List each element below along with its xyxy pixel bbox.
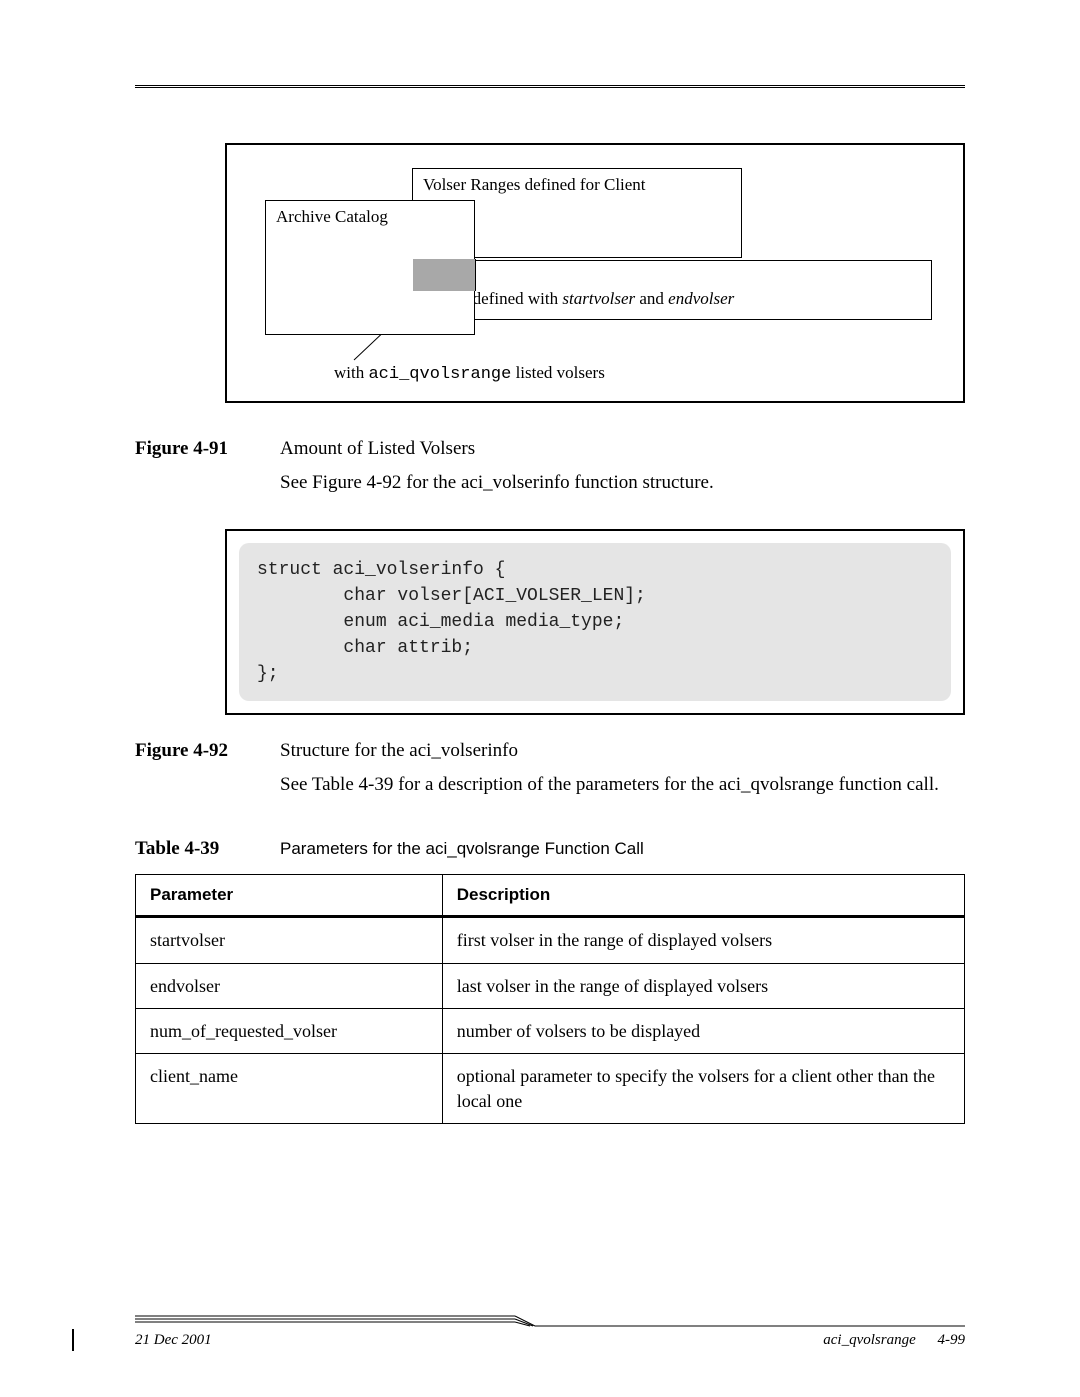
cell-parameter: num_of_requested_volser (136, 1009, 443, 1054)
box-range-defined: Range defined with startvolser and endvo… (402, 260, 932, 320)
cell-parameter: client_name (136, 1054, 443, 1124)
figure-91-diagram: Volser Ranges defined for Client Archive… (225, 143, 965, 403)
table-39-label: Table 4-39 (135, 838, 250, 860)
range-term-endvolser: endvolser (668, 289, 734, 308)
figure-92-code-frame: struct aci_volserinfo { char volser[ACI_… (225, 529, 965, 715)
top-rule (135, 85, 965, 88)
footer-page: 4-99 (938, 1332, 966, 1348)
footer-rule (135, 1314, 965, 1328)
table-row: client_name optional parameter to specif… (136, 1054, 965, 1124)
listed-volsers-label: with aci_qvolsrange listed volsers (334, 363, 605, 384)
cell-description: last volser in the range of displayed vo… (442, 963, 964, 1008)
figure-91-caption: Figure 4-91 Amount of Listed Volsers (135, 438, 965, 460)
range-term-startvolser: startvolser (562, 289, 635, 308)
table-row: startvolser first volser in the range of… (136, 917, 965, 963)
table-row: num_of_requested_volser number of volser… (136, 1009, 965, 1054)
table-row: endvolser last volser in the range of di… (136, 963, 965, 1008)
col-description: Description (442, 875, 964, 917)
figure-91-body: See Figure 4-92 for the aci_volserinfo f… (280, 472, 965, 494)
figure-92-body: See Table 4-39 for a description of the … (280, 774, 965, 796)
box-archive-catalog-label: Archive Catalog (276, 207, 388, 226)
table-39-caption: Table 4-39 Parameters for the aci_qvolsr… (135, 838, 965, 860)
footer-date: 21 Dec 2001 (135, 1332, 212, 1349)
intersection-highlight (413, 259, 476, 291)
footer: 21 Dec 2001 aci_qvolsrange 4-99 (135, 1314, 965, 1349)
range-text-middle: and (635, 289, 668, 308)
col-parameter: Parameter (136, 875, 443, 917)
footer-section: aci_qvolsrange (823, 1332, 915, 1348)
cell-description: first volser in the range of displayed v… (442, 917, 964, 963)
change-bar (72, 1329, 74, 1351)
table-39-title: Parameters for the aci_qvolsrange Functi… (280, 839, 644, 859)
aci-volserinfo-struct: struct aci_volserinfo { char volser[ACI_… (239, 543, 951, 701)
figure-91-label: Figure 4-91 (135, 438, 250, 460)
cell-description: number of volsers to be displayed (442, 1009, 964, 1054)
cell-parameter: startvolser (136, 917, 443, 963)
figure-92-label: Figure 4-92 (135, 740, 250, 762)
figure-91-title: Amount of Listed Volsers (280, 438, 475, 460)
table-39: Parameter Description startvolser first … (135, 874, 965, 1123)
cell-description: optional parameter to specify the volser… (442, 1054, 964, 1124)
table-header-row: Parameter Description (136, 875, 965, 917)
cell-parameter: endvolser (136, 963, 443, 1008)
box-volser-ranges-client-label: Volser Ranges defined for Client (423, 175, 646, 194)
figure-92-caption: Figure 4-92 Structure for the aci_volser… (135, 740, 965, 762)
figure-92-title: Structure for the aci_volserinfo (280, 740, 518, 762)
